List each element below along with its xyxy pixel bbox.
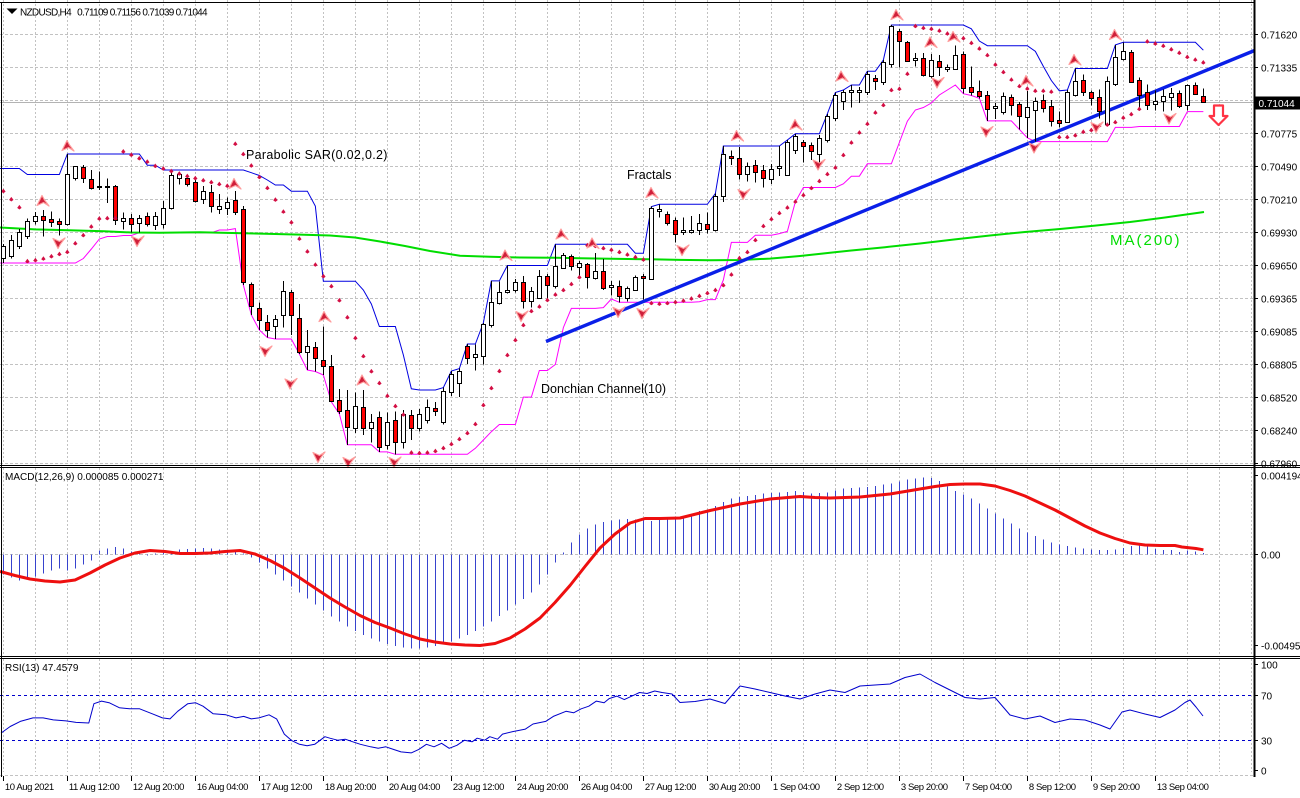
svg-text:20 Aug 04:00: 20 Aug 04:00 xyxy=(389,782,440,793)
svg-text:0: 0 xyxy=(1261,767,1267,778)
svg-text:1 Sep 04:00: 1 Sep 04:00 xyxy=(773,782,820,793)
svg-text:0.71620: 0.71620 xyxy=(1261,30,1298,41)
svg-text:2 Sep 12:00: 2 Sep 12:00 xyxy=(837,782,884,793)
svg-text:7 Sep 04:00: 7 Sep 04:00 xyxy=(965,782,1012,793)
svg-text:-0.004957: -0.004957 xyxy=(1261,642,1300,653)
svg-text:17 Aug 12:00: 17 Aug 12:00 xyxy=(261,782,312,793)
svg-text:Parabolic SAR(0.02,0.2): Parabolic SAR(0.02,0.2) xyxy=(246,148,388,162)
svg-text:Fractals: Fractals xyxy=(627,168,671,182)
svg-text:30: 30 xyxy=(1261,737,1273,748)
svg-text:0.69930: 0.69930 xyxy=(1261,228,1298,239)
svg-text:NZDUSD,H4 0.71109 0.71156 0.: NZDUSD,H4 0.71109 0.71156 0.71039 0.7104… xyxy=(20,8,208,19)
svg-text:13 Sep 04:00: 13 Sep 04:00 xyxy=(1157,782,1209,793)
svg-text:0.004194: 0.004194 xyxy=(1261,472,1300,483)
svg-text:16 Aug 04:00: 16 Aug 04:00 xyxy=(197,782,248,793)
svg-text:0.71335: 0.71335 xyxy=(1261,63,1298,74)
svg-text:8 Sep 12:00: 8 Sep 12:00 xyxy=(1029,782,1076,793)
svg-text:24 Aug 20:00: 24 Aug 20:00 xyxy=(517,782,568,793)
svg-text:100: 100 xyxy=(1261,661,1278,672)
svg-text:18 Aug 20:00: 18 Aug 20:00 xyxy=(325,782,376,793)
svg-text:0.70210: 0.70210 xyxy=(1261,195,1298,206)
svg-text:0.00: 0.00 xyxy=(1261,551,1281,562)
svg-text:12 Aug 20:00: 12 Aug 20:00 xyxy=(133,782,184,793)
svg-text:0.68805: 0.68805 xyxy=(1261,360,1298,371)
svg-text:0.67960: 0.67960 xyxy=(1261,459,1298,470)
svg-text:26 Aug 04:00: 26 Aug 04:00 xyxy=(581,782,632,793)
svg-text:0.69365: 0.69365 xyxy=(1261,294,1298,305)
svg-text:11 Aug 12:00: 11 Aug 12:00 xyxy=(69,782,120,793)
svg-text:0.68520: 0.68520 xyxy=(1261,393,1298,404)
svg-text:Donchian Channel(10): Donchian Channel(10) xyxy=(541,382,666,396)
svg-text:30 Aug 20:00: 30 Aug 20:00 xyxy=(709,782,760,793)
svg-text:0.68240: 0.68240 xyxy=(1261,426,1298,437)
svg-text:27 Aug 12:00: 27 Aug 12:00 xyxy=(645,782,696,793)
svg-text:MACD(12,26,9) 0.000085 0.00027: MACD(12,26,9) 0.000085 0.000271 xyxy=(5,472,164,483)
svg-text:10 Aug 2021: 10 Aug 2021 xyxy=(5,782,54,793)
svg-text:MA(200): MA(200) xyxy=(1110,232,1182,249)
svg-text:0.69085: 0.69085 xyxy=(1261,327,1298,338)
svg-text:23 Aug 12:00: 23 Aug 12:00 xyxy=(453,782,504,793)
svg-text:3 Sep 20:00: 3 Sep 20:00 xyxy=(901,782,948,793)
svg-text:0.70490: 0.70490 xyxy=(1261,162,1298,173)
svg-text:9 Sep 20:00: 9 Sep 20:00 xyxy=(1093,782,1140,793)
svg-text:0.71044: 0.71044 xyxy=(1259,99,1296,110)
svg-text:70: 70 xyxy=(1261,692,1273,703)
svg-text:RSI(13) 47.4579: RSI(13) 47.4579 xyxy=(5,663,79,674)
svg-text:0.70775: 0.70775 xyxy=(1261,129,1298,140)
svg-text:0.69650: 0.69650 xyxy=(1261,261,1298,272)
